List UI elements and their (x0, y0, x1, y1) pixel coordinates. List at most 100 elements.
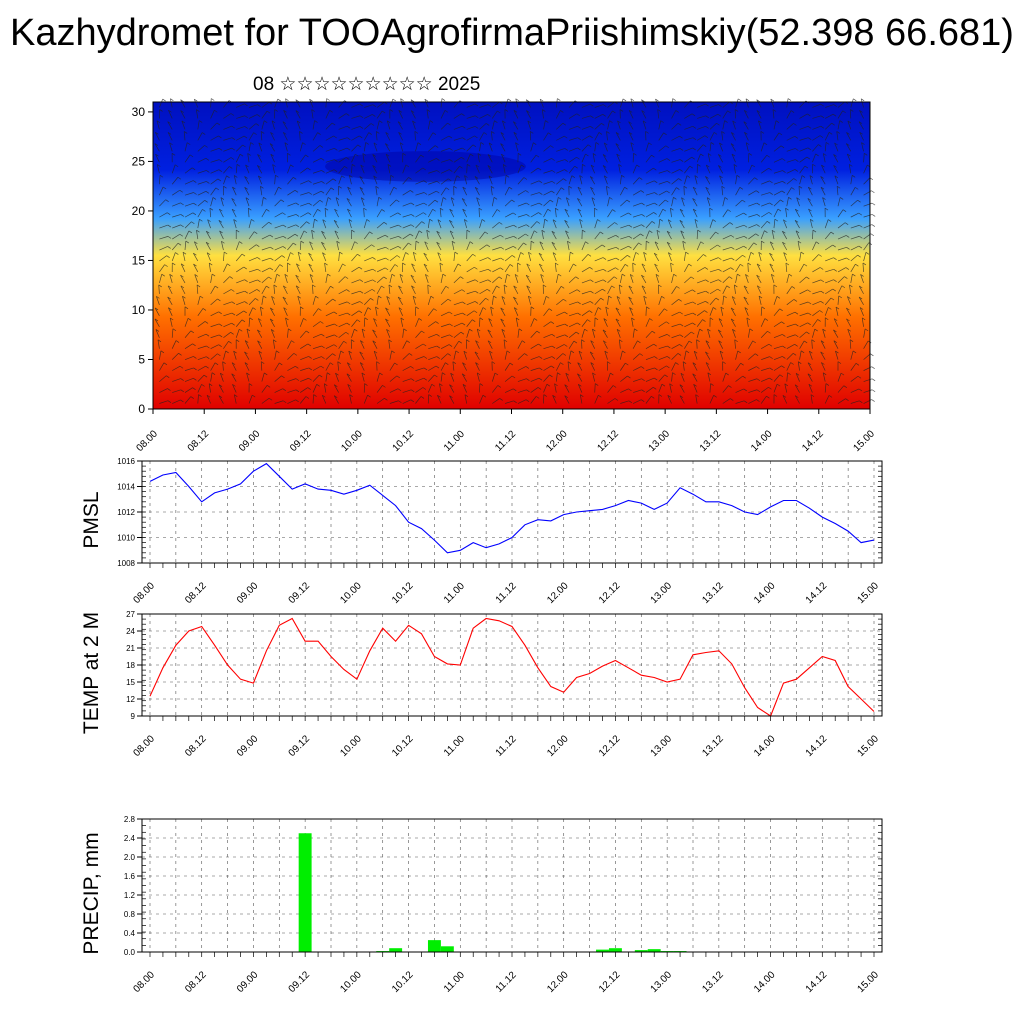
wind-barb-flag (844, 222, 849, 225)
wind-barb (428, 145, 436, 152)
wind-barb (423, 253, 429, 262)
wind-barb (538, 263, 544, 273)
wind-barb (261, 234, 271, 240)
wind-barb (491, 372, 496, 382)
wind-barb-flag (709, 207, 713, 211)
wind-barb (748, 214, 758, 218)
wind-barb (440, 344, 450, 350)
wind-barb (376, 267, 386, 273)
series-line (149, 617, 875, 717)
wind-barb (594, 114, 603, 119)
wind-barb-flag (694, 219, 699, 222)
wind-barb (632, 164, 637, 174)
wind-barb (233, 350, 237, 360)
wind-barb (270, 329, 275, 338)
wind-barb-flag (855, 263, 859, 267)
wind-barb (770, 274, 775, 284)
wind-barb (479, 104, 489, 108)
wind-barb-flag (157, 164, 161, 167)
wind-barb (581, 241, 586, 251)
wind-barb (619, 98, 624, 108)
wind-barb (539, 241, 544, 251)
wind-barb-flag (721, 185, 726, 189)
wind-barb-flag (219, 159, 223, 162)
wind-barb-flag (500, 132, 505, 135)
wind-barb (693, 351, 698, 360)
wind-barb (671, 344, 680, 350)
wind-barb-flag (580, 394, 584, 397)
wind-barb (487, 340, 493, 349)
wind-barb (440, 122, 448, 130)
wind-barb (530, 221, 538, 229)
wind-barb (236, 301, 245, 306)
wind-barb (491, 131, 493, 141)
wind-barb (172, 399, 181, 404)
wind-barb (210, 159, 220, 163)
wind-barb (709, 231, 716, 240)
wind-barb (799, 113, 808, 119)
wind-barb-flag (435, 365, 440, 369)
wind-barb (169, 274, 173, 284)
wind-barb (402, 242, 409, 251)
wind-barb-flag (602, 257, 607, 260)
wind-barb-flag (272, 164, 276, 167)
wind-barb (812, 241, 817, 251)
wind-barb (248, 114, 258, 119)
wind-barb-flag (734, 284, 738, 288)
wind-barb (735, 98, 739, 108)
wind-barb-flag (501, 329, 506, 332)
wind-barb-flag (864, 328, 869, 332)
wind-barb-flag (406, 340, 410, 343)
wind-barb (324, 262, 327, 272)
wind-barb-flag (803, 263, 808, 267)
wind-barb (351, 329, 355, 338)
wind-barb (171, 340, 177, 349)
wind-barb-flag (558, 197, 562, 200)
wind-barb-flag (801, 175, 806, 178)
wind-barb (376, 257, 386, 262)
wind-barb (223, 166, 230, 174)
wind-barb-flag (641, 263, 646, 267)
wind-barb (748, 353, 756, 360)
wind-barb (504, 175, 507, 185)
wind-barb (607, 257, 617, 262)
wind-barb (760, 142, 765, 152)
wind-barb-flag (475, 290, 479, 294)
wind-barb (684, 340, 690, 349)
wind-barb (539, 99, 544, 108)
wind-barb (219, 373, 224, 382)
wind-barb (671, 323, 681, 328)
wind-barb (461, 198, 467, 207)
wind-barb (786, 197, 789, 207)
wind-barb-flag (807, 301, 812, 305)
wind-barb-flag (288, 328, 292, 332)
wind-barb (722, 120, 725, 130)
wind-barb (282, 121, 288, 130)
x-tick-label: 12.00 (545, 733, 571, 759)
wind-barb-flag (382, 385, 386, 388)
wind-barb-flag (676, 187, 680, 190)
x-tick-label: 08.12 (183, 969, 209, 995)
wind-barb-flag (555, 262, 559, 266)
wind-barb-flag (667, 395, 671, 398)
wind-barb (799, 137, 809, 141)
wind-barb (517, 340, 523, 349)
wind-barb-flag (513, 224, 517, 228)
wind-barb-flag (486, 244, 491, 248)
wind-barb (389, 350, 392, 360)
wind-barb (696, 319, 703, 327)
wind-barb (504, 255, 513, 262)
wind-barb-flag (807, 147, 812, 151)
wind-barb (269, 143, 275, 152)
wind-barb (692, 362, 698, 371)
wind-barb (760, 221, 768, 229)
wind-barb (786, 286, 793, 295)
wind-barb-flag (577, 125, 581, 129)
wind-barb-flag (411, 389, 415, 393)
wind-barb (620, 187, 625, 196)
wind-barb (504, 375, 513, 382)
wind-barb-flag (871, 366, 875, 369)
wind-barb (338, 137, 348, 141)
wind-barb-flag (397, 246, 402, 249)
wind-barb (492, 222, 500, 229)
